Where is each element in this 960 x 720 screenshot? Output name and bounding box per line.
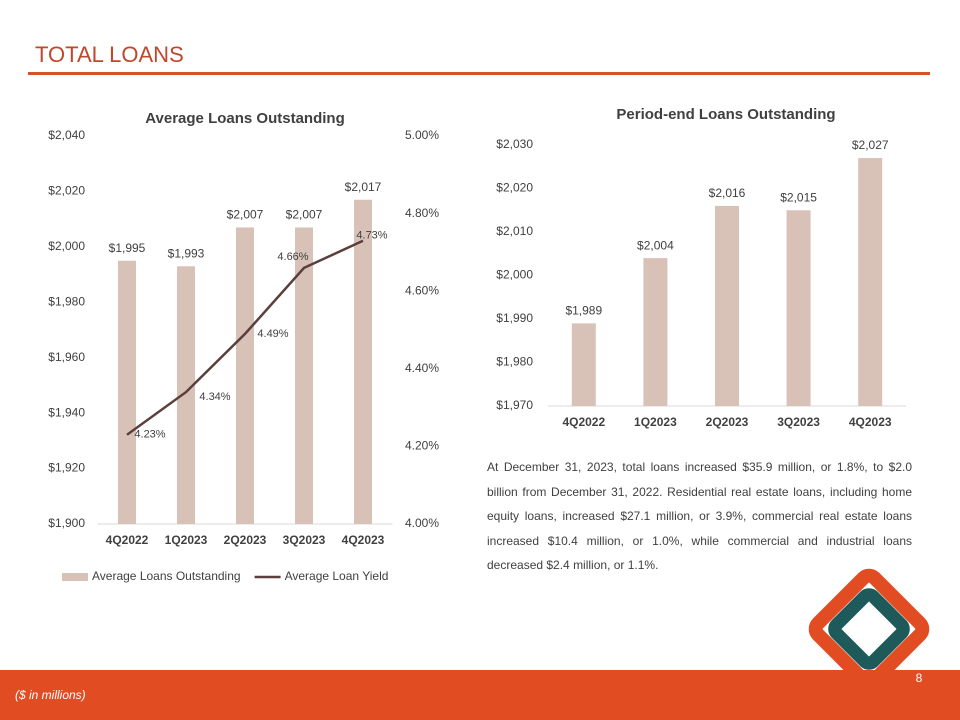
y-tick-label: $2,020 bbox=[496, 181, 533, 195]
chart-title: Average Loans Outstanding bbox=[145, 110, 344, 127]
y-tick-label: $1,970 bbox=[496, 398, 533, 412]
y2-tick-label: 4.00% bbox=[405, 516, 439, 530]
y-tick-label: $2,020 bbox=[48, 184, 85, 198]
y-tick-label: $1,980 bbox=[496, 355, 533, 369]
x-tick-label: 1Q2023 bbox=[634, 415, 677, 429]
y2-tick-label: 4.20% bbox=[405, 439, 439, 453]
y2-tick-label: 4.80% bbox=[405, 206, 439, 220]
bar-value-label: $2,016 bbox=[709, 186, 746, 200]
y2-tick-label: 5.00% bbox=[405, 128, 439, 142]
y-tick-label: $1,920 bbox=[48, 461, 85, 475]
page-number: 8 bbox=[916, 671, 923, 685]
bar bbox=[715, 205, 739, 406]
x-tick-label: 4Q2023 bbox=[849, 415, 892, 429]
line-value-label: 4.23% bbox=[134, 429, 165, 441]
bar-value-label: $2,004 bbox=[637, 238, 674, 252]
bar bbox=[177, 266, 195, 524]
line-value-label: 4.66% bbox=[277, 251, 308, 263]
bar bbox=[354, 199, 372, 524]
footer-band bbox=[0, 670, 960, 720]
y-tick-label: $1,900 bbox=[48, 516, 85, 530]
bar-value-label: $2,017 bbox=[345, 180, 382, 194]
bar bbox=[118, 260, 136, 524]
title-rule bbox=[28, 72, 930, 75]
legend-label: Average Loan Yield bbox=[285, 569, 389, 583]
chart-title: Period-end Loans Outstanding bbox=[616, 106, 835, 123]
y-tick-label: $2,040 bbox=[48, 128, 85, 142]
bar bbox=[295, 227, 313, 524]
x-tick-label: 4Q2023 bbox=[342, 533, 385, 547]
y2-tick-label: 4.60% bbox=[405, 283, 439, 297]
slide-title: TOTAL LOANS bbox=[35, 42, 184, 67]
footnote: ($ in millions) bbox=[15, 688, 86, 702]
bar bbox=[236, 227, 254, 524]
bar bbox=[571, 323, 596, 406]
y-tick-label: $2,030 bbox=[496, 137, 533, 151]
y-tick-label: $1,980 bbox=[48, 294, 85, 308]
y2-tick-label: 4.40% bbox=[405, 361, 439, 375]
line-value-label: 4.49% bbox=[257, 328, 288, 340]
bar bbox=[786, 210, 811, 406]
logo-inner bbox=[828, 588, 910, 670]
bar-value-label: $2,007 bbox=[227, 208, 264, 222]
x-tick-label: 4Q2022 bbox=[562, 415, 605, 429]
y-tick-label: $1,960 bbox=[48, 350, 85, 364]
y-tick-label: $2,000 bbox=[496, 268, 533, 282]
logo-outer bbox=[808, 568, 930, 690]
bar bbox=[643, 258, 668, 406]
bar-value-label: $1,993 bbox=[168, 246, 205, 260]
bar-value-label: $2,027 bbox=[852, 138, 889, 152]
body-text: At December 31, 2023, total loans increa… bbox=[487, 460, 912, 572]
x-tick-label: 3Q2023 bbox=[283, 533, 326, 547]
y-tick-label: $1,940 bbox=[48, 405, 85, 419]
y-tick-label: $1,990 bbox=[496, 311, 533, 325]
line-value-label: 4.73% bbox=[356, 230, 387, 242]
bar bbox=[858, 158, 883, 406]
x-tick-label: 4Q2022 bbox=[106, 533, 149, 547]
line-value-label: 4.34% bbox=[199, 391, 230, 403]
x-tick-label: 1Q2023 bbox=[165, 533, 208, 547]
legend-label: Average Loans Outstanding bbox=[92, 569, 241, 583]
x-tick-label: 3Q2023 bbox=[777, 415, 820, 429]
x-tick-label: 2Q2023 bbox=[706, 415, 749, 429]
line bbox=[126, 239, 364, 436]
y-tick-label: $2,010 bbox=[496, 224, 533, 238]
bar-value-label: $1,989 bbox=[565, 304, 602, 318]
bar-value-label: $2,007 bbox=[286, 208, 323, 222]
y-tick-label: $2,000 bbox=[48, 239, 85, 253]
legend-swatch bbox=[62, 573, 88, 581]
x-tick-label: 2Q2023 bbox=[224, 533, 267, 547]
bar-value-label: $1,995 bbox=[109, 241, 146, 255]
logo bbox=[808, 568, 930, 690]
bar-value-label: $2,015 bbox=[780, 190, 817, 204]
